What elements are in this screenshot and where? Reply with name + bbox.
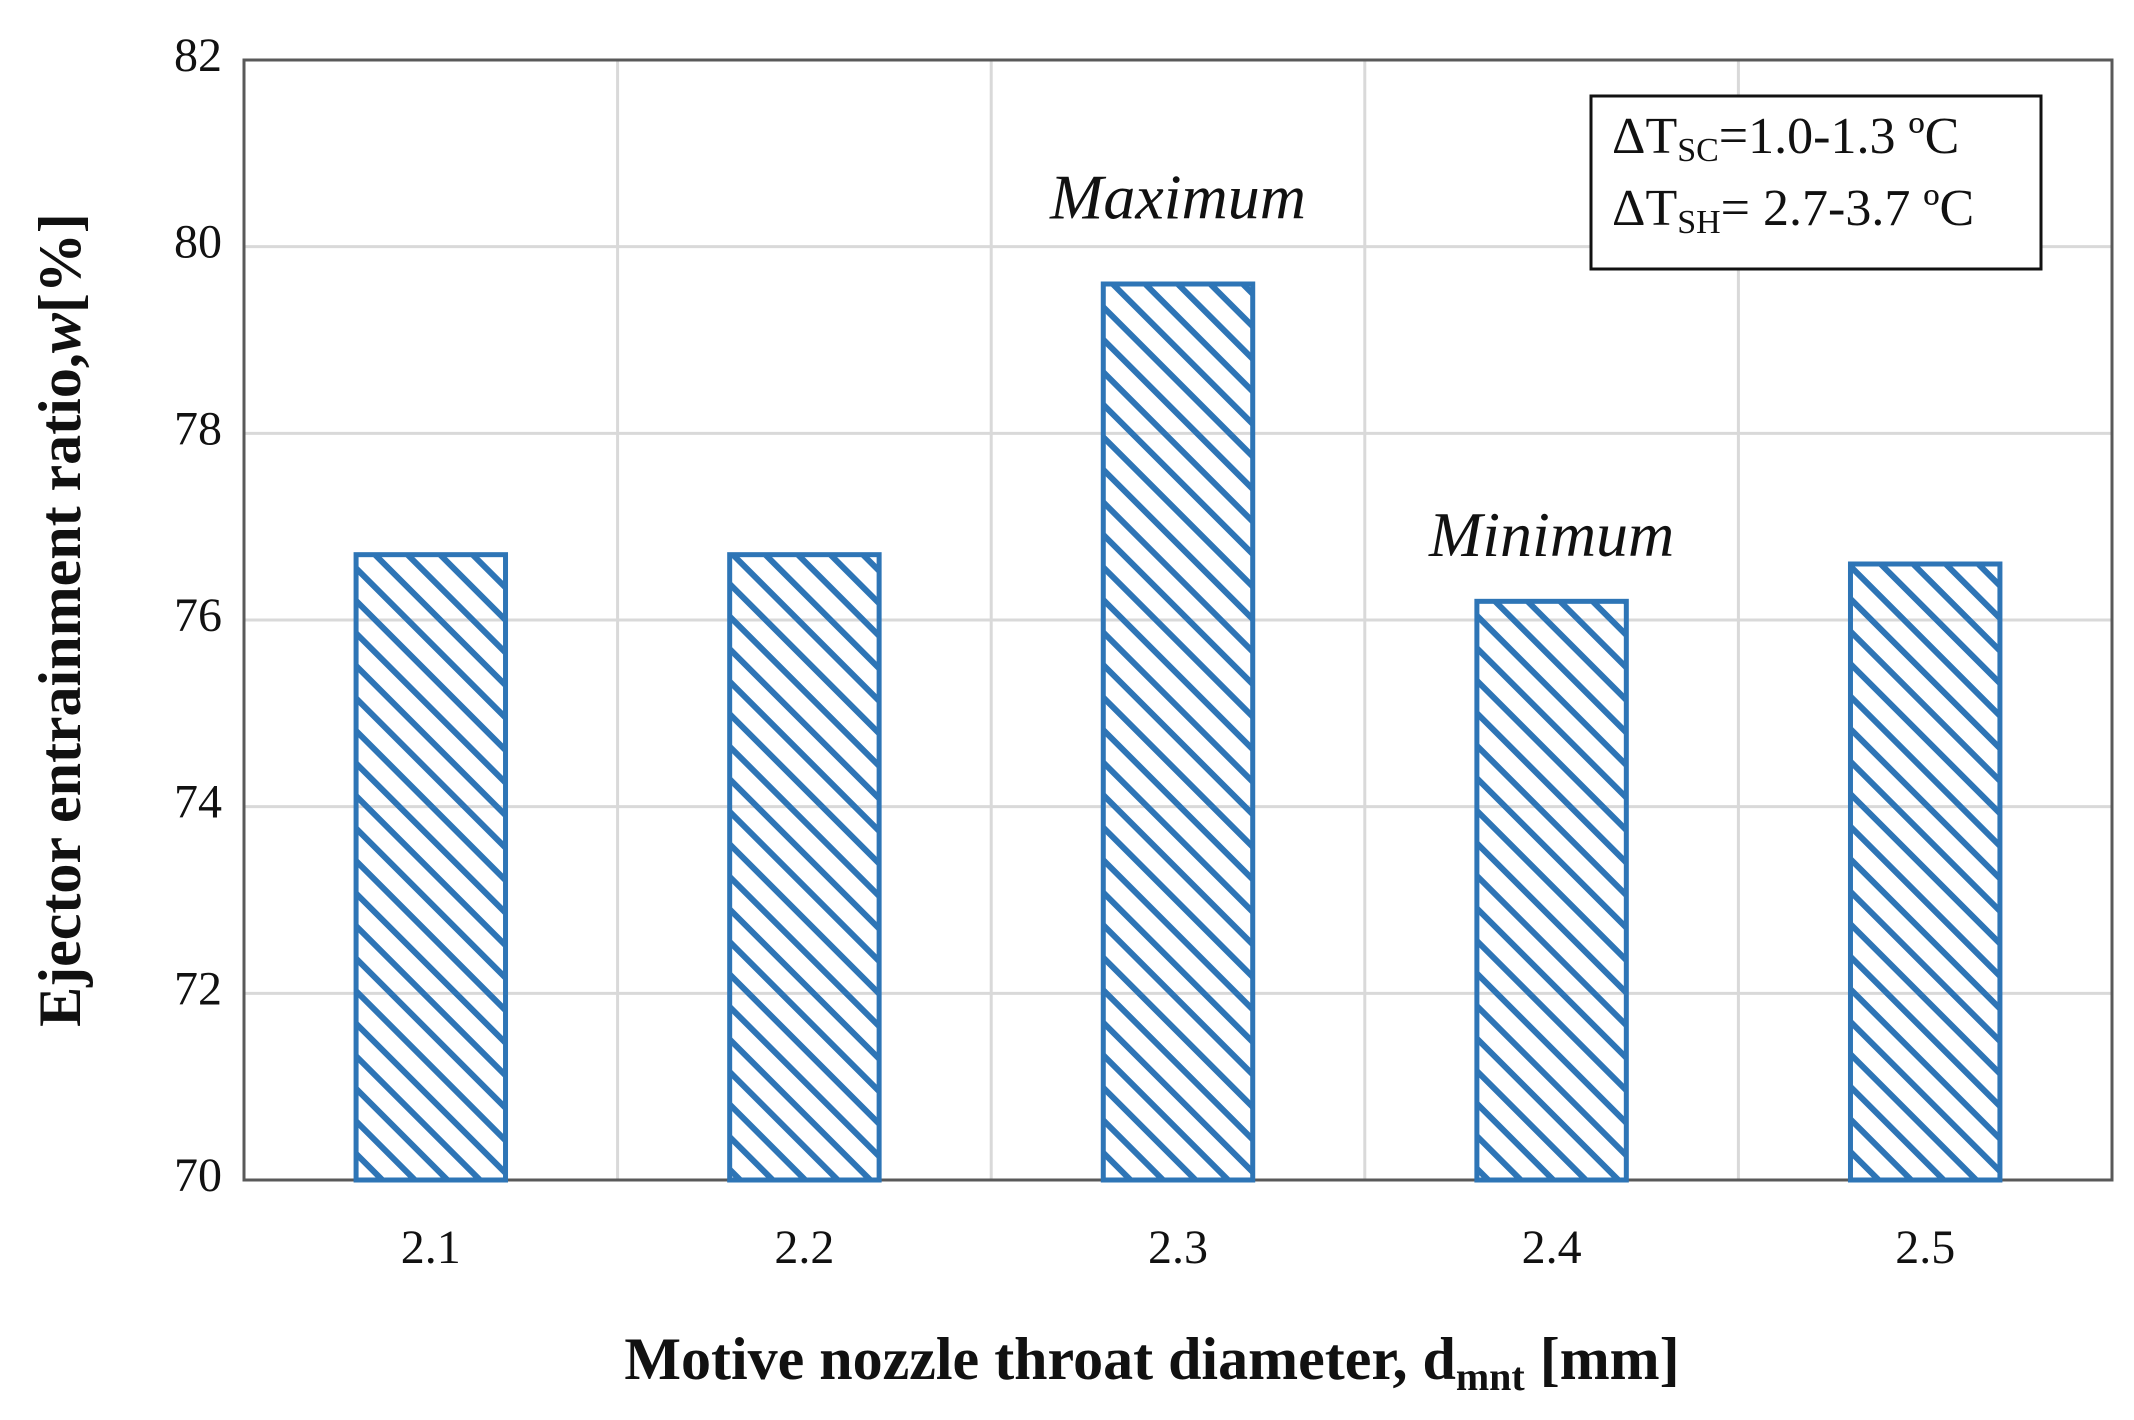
y-tick-label: 80 — [174, 216, 222, 269]
y-tick-label: 78 — [174, 402, 222, 455]
y-label-italic: w — [27, 312, 93, 353]
x-tick-label: 2.5 — [1895, 1221, 1955, 1274]
y-tick-label: 82 — [174, 29, 222, 82]
y-tick-label: 76 — [174, 589, 222, 642]
info-line: ΔTSH= 2.7-3.7 ºC — [1612, 180, 1974, 241]
x-tick-label: 2.1 — [401, 1221, 461, 1274]
annotation-min: Minimum — [1428, 499, 1674, 570]
y-tick-label: 72 — [174, 962, 222, 1015]
info-text: ΔT — [1612, 108, 1677, 165]
x-axis-label: Motive nozzle throat diameter, dmnt [mm] — [624, 1326, 1679, 1399]
y-tick-label: 70 — [174, 1149, 222, 1202]
x-label-tail: [mm] — [1525, 1326, 1680, 1392]
info-tail: = 2.7-3.7 ºC — [1721, 180, 1974, 237]
x-label-text: Motive nozzle throat diameter, d — [624, 1326, 1455, 1392]
y-axis-label: Ejector entrainment ratio,w[%] — [27, 213, 93, 1027]
info-sub: SC — [1677, 132, 1719, 169]
bar — [1474, 598, 1629, 1183]
y-label-text: Ejector entrainment ratio, — [27, 353, 93, 1027]
annotation-max: Maximum — [1049, 162, 1306, 233]
info-box — [1589, 94, 2043, 271]
info-tail: =1.0-1.3 ºC — [1719, 108, 1959, 165]
y-tick-label: 74 — [174, 776, 222, 829]
bar — [353, 552, 509, 1183]
info-line: ΔTSC=1.0-1.3 ºC — [1612, 108, 1959, 169]
x-tick-label: 2.4 — [1522, 1221, 1582, 1274]
bar — [727, 552, 882, 1183]
info-sub: SH — [1677, 204, 1720, 241]
bar — [1100, 281, 1256, 1183]
y-label-tail: [%] — [27, 213, 93, 313]
x-tick-label: 2.3 — [1148, 1221, 1208, 1274]
info-text: ΔT — [1612, 180, 1677, 237]
x-label-sub: mnt — [1456, 1354, 1526, 1399]
bar — [1847, 561, 2003, 1183]
x-tick-label: 2.2 — [774, 1221, 834, 1274]
